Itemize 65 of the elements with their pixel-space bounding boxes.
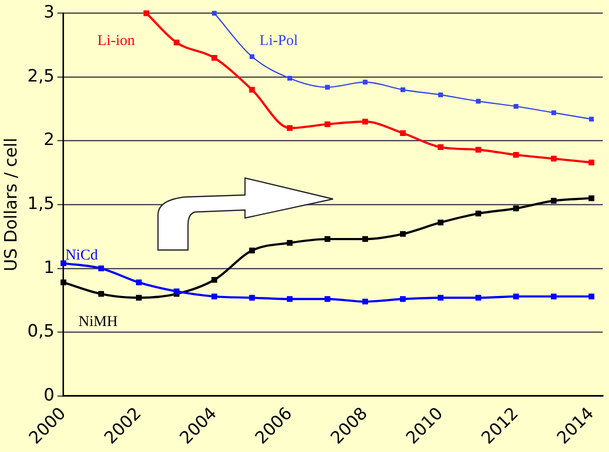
point [250, 54, 254, 59]
point [400, 231, 406, 237]
point [136, 294, 142, 301]
series-label: NiMH [78, 314, 118, 330]
point [212, 10, 217, 16]
point [286, 240, 293, 246]
point [211, 294, 218, 300]
point [438, 92, 443, 98]
y-tick-label: 1,5 [27, 194, 54, 214]
point [550, 156, 557, 162]
point [324, 236, 330, 242]
point [324, 296, 330, 302]
point [513, 206, 519, 212]
point [588, 195, 594, 202]
y-tick-label: 3 [44, 2, 54, 23]
point [60, 260, 66, 266]
point [400, 296, 406, 302]
point [438, 294, 444, 301]
point [475, 146, 482, 153]
point [98, 266, 104, 272]
point [550, 198, 557, 204]
point [249, 86, 255, 93]
point [476, 98, 481, 104]
point [513, 152, 519, 158]
point [174, 288, 180, 294]
point [400, 130, 406, 136]
series-label: NiCd [65, 248, 98, 264]
point [98, 291, 104, 297]
point [249, 294, 255, 301]
point [550, 294, 557, 300]
point [286, 296, 293, 302]
point [551, 110, 556, 116]
point [400, 87, 406, 92]
point [324, 121, 330, 128]
point [362, 298, 368, 304]
point [589, 116, 594, 122]
point [144, 10, 150, 16]
y-tick-label: 0,5 [27, 322, 54, 342]
point [136, 280, 142, 286]
point [362, 118, 368, 125]
point [325, 84, 330, 90]
point [211, 54, 218, 61]
point [475, 210, 482, 216]
point [588, 160, 594, 166]
point [438, 144, 444, 150]
point [249, 248, 255, 254]
y-tick-label: 2,5 [27, 66, 54, 86]
point [362, 236, 368, 242]
point [60, 280, 66, 286]
y-tick-label: 1 [44, 258, 54, 278]
point [174, 40, 180, 46]
point [588, 294, 594, 300]
point [514, 104, 518, 109]
y-tick-label: 0 [44, 385, 54, 406]
point [438, 220, 444, 226]
point [287, 76, 292, 81]
y-tick-label: 2 [44, 130, 54, 150]
point [513, 294, 519, 300]
point [211, 277, 218, 283]
series-label: Li-ion [97, 33, 136, 50]
point [286, 125, 293, 131]
series-label: Li-Pol [260, 33, 298, 50]
point [475, 294, 482, 301]
point [362, 80, 368, 84]
y-axis-title: US Dollars / cell [2, 138, 22, 272]
